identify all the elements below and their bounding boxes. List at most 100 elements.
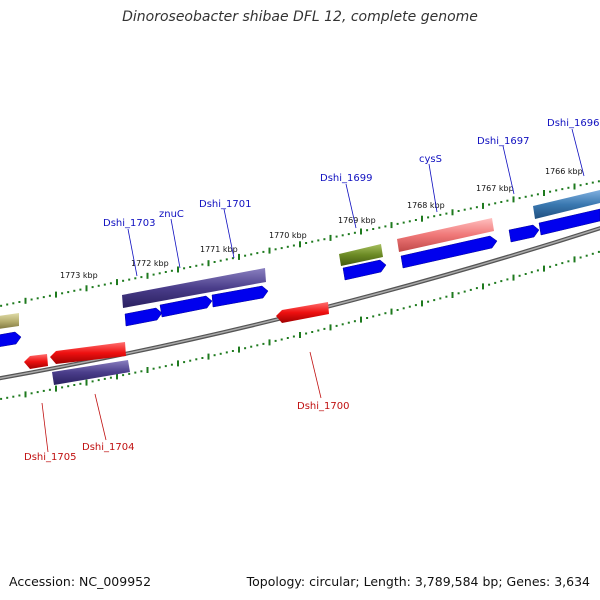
major-tick [390, 222, 393, 229]
accession-label: Accession: NC_009952 [9, 574, 152, 589]
major-tick [329, 234, 332, 241]
cds-arrow[interactable] [508, 224, 540, 243]
minor-tick [195, 358, 198, 361]
gene-dshi-1704[interactable] [50, 342, 126, 364]
minor-tick [567, 260, 570, 263]
gene-label-cyss[interactable]: cysS [419, 154, 442, 165]
minor-tick [524, 273, 527, 275]
minor-tick [213, 261, 216, 263]
gene-label-dshi-1703[interactable]: Dshi_1703 [103, 218, 155, 229]
gene-dshi-1699-olive[interactable] [339, 244, 383, 266]
major-tick [55, 291, 57, 298]
minor-tick [469, 288, 472, 291]
minor-tick [396, 309, 399, 311]
cds-arrow[interactable] [159, 295, 213, 318]
minor-tick [231, 257, 234, 260]
minor-tick [262, 250, 265, 253]
major-tick [207, 260, 210, 267]
gene-cyss-pink[interactable] [397, 218, 494, 252]
major-tick [268, 247, 271, 254]
minor-tick [439, 297, 442, 300]
minor-tick [579, 184, 582, 187]
outer-tick-track [0, 180, 600, 307]
gene-label-znuc[interactable]: znuC [159, 209, 184, 220]
minor-tick [384, 312, 387, 315]
major-tick [512, 274, 515, 281]
minor-tick [0, 304, 3, 307]
major-tick [116, 279, 118, 286]
gene-label-dshi-1700[interactable]: Dshi_1700 [297, 401, 349, 412]
major-tick [299, 241, 301, 248]
minor-tick [518, 274, 521, 277]
cds-arrow[interactable] [124, 307, 163, 327]
gene-dshi-1696-teal[interactable] [533, 190, 600, 219]
minor-tick [12, 302, 15, 305]
minor-tick [195, 264, 198, 267]
gene-dark-reverse[interactable] [52, 360, 130, 385]
minor-tick [109, 282, 112, 285]
minor-tick [18, 394, 21, 397]
cds-arrow[interactable] [342, 259, 387, 281]
minor-tick [506, 199, 509, 202]
gene-znuC-dark[interactable] [122, 268, 266, 308]
minor-tick [0, 397, 3, 400]
minor-tick [597, 180, 600, 183]
minor-tick [158, 272, 161, 275]
minor-tick [140, 276, 143, 279]
minor-tick [414, 219, 417, 221]
minor-tick [378, 226, 381, 229]
minor-tick [347, 233, 350, 236]
cds-arrow[interactable] [400, 235, 498, 269]
gene-label-dshi-1699[interactable]: Dshi_1699 [320, 173, 372, 184]
major-tick [177, 266, 179, 273]
minor-tick [262, 342, 265, 345]
cds-arrow[interactable] [0, 331, 22, 347]
minor-tick [396, 222, 399, 225]
gene-label-dshi-1701[interactable]: Dshi_1701 [199, 199, 251, 210]
gene-label-dshi-1705[interactable]: Dshi_1705 [24, 452, 76, 463]
major-tick [573, 256, 576, 263]
minor-tick [317, 239, 320, 242]
minor-tick [408, 305, 411, 308]
topology-label: Topology: circular; Length: 3,789,584 bp… [246, 574, 590, 589]
minor-tick [597, 250, 600, 253]
inner-tick-track [0, 250, 600, 400]
cds-track [0, 208, 600, 347]
gene-khaki[interactable] [0, 313, 19, 329]
gene-label-dshi-1704[interactable]: Dshi_1704 [82, 442, 134, 453]
minor-tick [536, 193, 539, 196]
reverse-gene-track [24, 302, 329, 385]
minor-tick [36, 297, 39, 300]
minor-tick [225, 351, 228, 354]
minor-tick [12, 395, 15, 398]
major-tick [55, 385, 57, 392]
minor-tick [91, 286, 94, 289]
gene-label-dshi-1696[interactable]: Dshi_1696 [547, 118, 599, 129]
minor-tick [433, 215, 436, 218]
minor-tick [378, 313, 381, 316]
major-tick [329, 324, 332, 331]
minor-tick [79, 288, 82, 291]
minor-tick [530, 271, 533, 274]
minor-tick [292, 335, 295, 338]
minor-tick [97, 284, 100, 287]
minor-tick [372, 315, 375, 318]
minor-tick [67, 291, 70, 294]
kbp-label: 1768 kbp [407, 201, 445, 210]
gene-label-dshi-1697[interactable]: Dshi_1697 [477, 136, 529, 147]
minor-tick [500, 201, 503, 203]
major-tick [85, 285, 88, 292]
minor-tick [30, 392, 33, 395]
cds-arrow[interactable] [538, 208, 600, 236]
gene-dshi-1700[interactable] [276, 302, 329, 323]
minor-tick [280, 247, 283, 250]
minor-tick [414, 304, 417, 307]
gene-dshi-1705[interactable] [24, 354, 48, 369]
minor-tick [500, 280, 503, 283]
major-tick [116, 373, 118, 380]
minor-tick [274, 248, 277, 251]
minor-tick [408, 220, 411, 223]
major-tick [482, 202, 484, 209]
cds-arrow[interactable] [211, 285, 269, 308]
